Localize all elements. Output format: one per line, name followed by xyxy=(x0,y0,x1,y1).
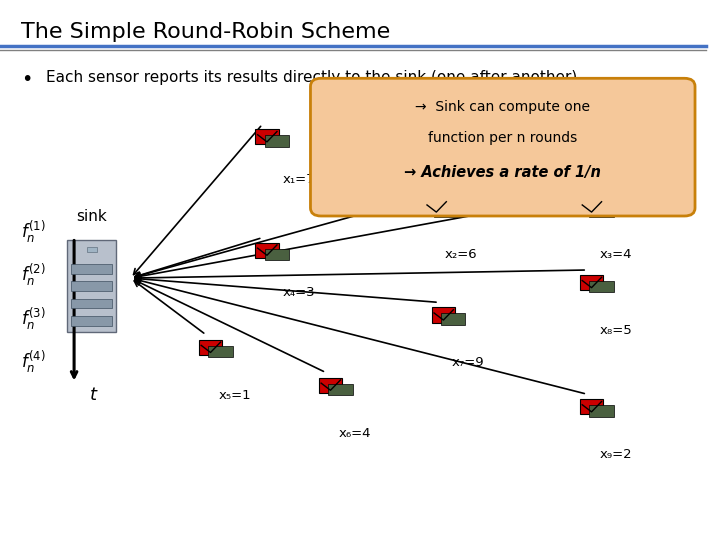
FancyBboxPatch shape xyxy=(589,405,613,417)
FancyBboxPatch shape xyxy=(256,129,279,144)
Text: x₁=7: x₁=7 xyxy=(282,173,315,186)
Text: → Achieves a rate of 1/n: → Achieves a rate of 1/n xyxy=(405,165,601,180)
Text: x₂=6: x₂=6 xyxy=(444,248,477,261)
FancyBboxPatch shape xyxy=(589,205,613,217)
FancyBboxPatch shape xyxy=(319,377,342,393)
Text: t: t xyxy=(89,386,96,404)
Text: x₃=4: x₃=4 xyxy=(600,248,632,261)
FancyBboxPatch shape xyxy=(256,242,279,258)
Text: function per n rounds: function per n rounds xyxy=(428,131,577,145)
Text: x₉=2: x₉=2 xyxy=(600,448,632,461)
Text: x₈=5: x₈=5 xyxy=(600,324,632,337)
FancyBboxPatch shape xyxy=(71,264,112,274)
Text: The Simple Round-Robin Scheme: The Simple Round-Robin Scheme xyxy=(21,22,390,42)
Text: sink: sink xyxy=(76,209,107,224)
FancyBboxPatch shape xyxy=(441,313,466,325)
Text: Each sensor reports its results directly to the sink (one after another).: Each sensor reports its results directly… xyxy=(46,70,582,85)
Text: $f_n^{(2)}$: $f_n^{(2)}$ xyxy=(21,262,46,288)
FancyBboxPatch shape xyxy=(87,247,96,252)
Text: →  Sink can compute one: → Sink can compute one xyxy=(415,100,590,114)
FancyBboxPatch shape xyxy=(310,78,695,216)
Text: •: • xyxy=(21,70,32,89)
FancyBboxPatch shape xyxy=(265,248,289,260)
FancyBboxPatch shape xyxy=(589,281,613,293)
Text: x₄=3: x₄=3 xyxy=(282,286,315,299)
FancyBboxPatch shape xyxy=(580,399,603,414)
FancyBboxPatch shape xyxy=(67,240,117,332)
FancyBboxPatch shape xyxy=(434,205,459,217)
FancyBboxPatch shape xyxy=(432,307,455,322)
Text: x₆=4: x₆=4 xyxy=(338,427,372,440)
Text: $f_n^{(4)}$: $f_n^{(4)}$ xyxy=(21,349,46,375)
Text: $f_n^{(3)}$: $f_n^{(3)}$ xyxy=(21,306,46,332)
FancyBboxPatch shape xyxy=(199,340,222,355)
FancyBboxPatch shape xyxy=(580,199,603,214)
Text: $f_n^{(1)}$: $f_n^{(1)}$ xyxy=(21,219,46,245)
FancyBboxPatch shape xyxy=(425,199,448,214)
FancyBboxPatch shape xyxy=(328,383,353,395)
FancyBboxPatch shape xyxy=(208,346,233,357)
Text: x₅=1: x₅=1 xyxy=(219,389,251,402)
FancyBboxPatch shape xyxy=(71,316,112,326)
FancyBboxPatch shape xyxy=(71,299,112,308)
FancyBboxPatch shape xyxy=(580,275,603,290)
FancyBboxPatch shape xyxy=(71,281,112,291)
Text: x₇=9: x₇=9 xyxy=(451,356,485,369)
FancyBboxPatch shape xyxy=(265,135,289,147)
